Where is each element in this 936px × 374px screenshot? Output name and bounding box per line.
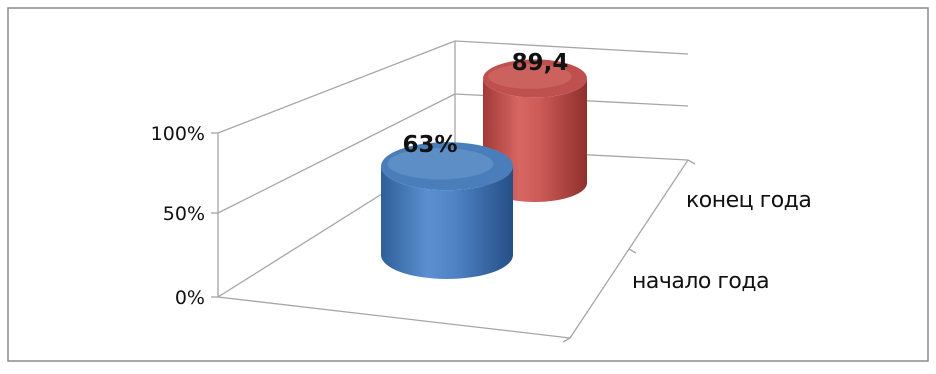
gridline-100-side — [217, 40, 456, 134]
bar-end — [483, 59, 587, 202]
bar-end-top-highlight — [488, 64, 572, 89]
data-label-end: 89,4 — [512, 50, 569, 76]
category-label-start: начало года — [632, 269, 769, 294]
y-tick-label: 50% — [163, 203, 205, 225]
chart-frame — [7, 7, 929, 362]
cat-tick-2 — [687, 159, 696, 165]
bar-start-body — [381, 166, 513, 279]
y-tick-label: 0% — [175, 287, 205, 309]
cat-tick-1 — [628, 248, 637, 254]
y-tick-label: 100% — [151, 123, 205, 145]
cat-tick-0 — [562, 337, 571, 343]
bars — [381, 59, 587, 279]
gridline-50-side — [217, 93, 456, 214]
category-label-end: конец года — [686, 188, 811, 213]
bar-start-top-highlight — [387, 148, 494, 180]
data-label-start: 63% — [402, 132, 457, 158]
floor-front-edge — [217, 296, 571, 339]
bar-start — [381, 142, 513, 279]
gridline-100-back — [454, 40, 689, 55]
